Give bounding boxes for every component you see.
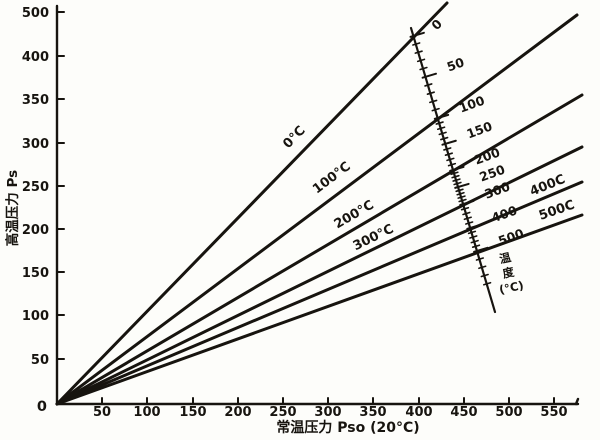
- scale-tick-label-400: 400: [489, 202, 519, 225]
- x-axis-title: 常温压力 Pso (20°C): [276, 419, 419, 436]
- scale-tick-label-0: 0: [428, 16, 445, 33]
- scale-tick-400: [466, 223, 482, 230]
- scale-minor-tick: [462, 211, 471, 216]
- y-tick-label-200: 200: [22, 223, 49, 238]
- scale-minor-tick: [431, 107, 440, 112]
- scale-caption-line-1: 度: [501, 265, 516, 281]
- scale-minor-tick: [453, 181, 462, 186]
- scale-tick-200: [449, 165, 465, 172]
- scale-minor-tick: [469, 235, 478, 239]
- scale-minor-tick: [435, 121, 444, 125]
- y-tick-label-400: 400: [22, 50, 49, 65]
- scale-minor-tick: [483, 281, 492, 286]
- scale-minor-tick: [438, 131, 447, 136]
- series-line-200°C: [55, 93, 584, 406]
- scale-tick-250: [454, 182, 470, 189]
- scale-minor-tick: [465, 221, 474, 225]
- y-tick-label-500: 500: [22, 6, 49, 21]
- scale-minor-tick: [458, 198, 467, 203]
- scale-tick-50: [421, 72, 437, 79]
- series-line-500C: [55, 213, 584, 406]
- scale-caption-line-2: (°C): [498, 278, 525, 297]
- series-line-0°C: [55, 1, 449, 406]
- x-tick-label-150: 150: [179, 405, 206, 420]
- x-tick-label-500: 500: [495, 405, 522, 420]
- y-axis-title: 高温压力 Ps: [4, 170, 21, 246]
- scale-tick-label-500: 500: [496, 225, 526, 248]
- y-tick-label-350: 350: [22, 93, 49, 108]
- scale-minor-tick: [447, 162, 457, 167]
- x-tick-label-100: 100: [133, 405, 160, 420]
- scale-minor-tick: [452, 178, 461, 182]
- x-tick-label-350: 350: [359, 405, 386, 420]
- series-line-400C: [55, 180, 584, 406]
- scale-minor-tick: [416, 58, 426, 63]
- scale-minor-tick: [412, 42, 421, 46]
- x-tick-label-450: 450: [450, 405, 477, 420]
- scale-minor-tick: [475, 257, 485, 261]
- scale-minor-tick: [457, 195, 466, 199]
- scale-minor-tick: [440, 136, 449, 141]
- series-line-300°C: [55, 145, 584, 406]
- series-line-100°C: [55, 13, 579, 406]
- scale-minor-tick: [467, 230, 477, 235]
- x-tick-label-200: 200: [224, 405, 251, 420]
- series-label-100°C: 100°C: [310, 159, 354, 197]
- scale-minor-tick: [451, 174, 460, 179]
- scale-minor-tick: [470, 239, 479, 244]
- scale-tick-150: [441, 139, 457, 146]
- scale-minor-tick: [460, 206, 470, 211]
- scale-minor-tick: [443, 147, 452, 151]
- scale-minor-tick: [450, 171, 459, 176]
- scale-tick-100: [433, 113, 450, 120]
- x-axis-end-tick: [574, 397, 580, 406]
- scale-minor-tick: [446, 157, 455, 162]
- scale-minor-tick: [426, 91, 435, 95]
- scale-minor-tick: [480, 273, 489, 278]
- scale-caption-line-0: 温: [498, 250, 513, 266]
- scale-minor-tick: [471, 244, 481, 248]
- scale-minor-tick: [478, 265, 487, 270]
- x-tick-label-50: 50: [93, 405, 111, 420]
- scale-tick-500: [473, 246, 489, 253]
- scale-minor-tick: [456, 191, 465, 196]
- scale-minor-tick: [429, 99, 438, 104]
- scale-minor-tick: [424, 83, 433, 87]
- scale-tick-label-150: 150: [465, 118, 495, 141]
- scale-minor-tick: [444, 152, 453, 156]
- scale-minor-tick: [419, 66, 428, 71]
- scale-tick-0: [409, 31, 425, 38]
- scale-tick-label-100: 100: [457, 92, 487, 115]
- y-tick-label-100: 100: [22, 309, 49, 324]
- scale-minor-tick: [437, 126, 446, 131]
- y-tick-label-250: 250: [22, 180, 49, 195]
- origin-label: 0: [37, 399, 47, 415]
- x-tick-label-300: 300: [314, 405, 341, 420]
- y-tick-label-150: 150: [22, 266, 49, 281]
- scale-minor-tick: [455, 188, 464, 193]
- scale-minor-tick: [463, 216, 472, 221]
- scale-tick-label-50: 50: [445, 54, 467, 74]
- series-label-200°C: 200°C: [332, 198, 377, 233]
- scale-tick-300: [459, 199, 475, 206]
- y-tick-label-50: 50: [31, 353, 49, 368]
- scale-minor-tick: [414, 50, 423, 54]
- scale-caption-group: 温度(°C): [498, 250, 525, 297]
- x-tick-label-550: 550: [540, 405, 567, 420]
- y-tick-label-300: 300: [22, 137, 49, 152]
- x-tick-label-250: 250: [269, 405, 296, 420]
- x-tick-label-400: 400: [405, 405, 432, 420]
